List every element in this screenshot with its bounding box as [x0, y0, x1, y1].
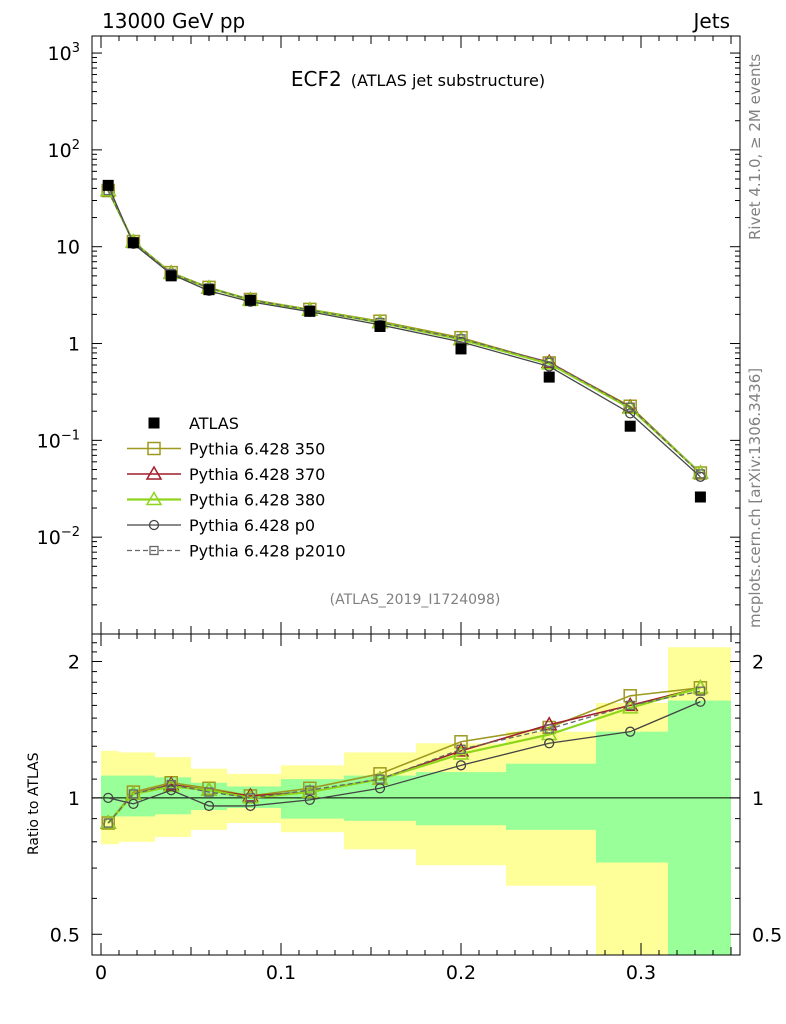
plot-title-sub: (ATLAS jet substructure)	[351, 71, 545, 90]
data-point	[455, 343, 467, 355]
legend-marker	[148, 417, 160, 429]
ratio-point	[695, 696, 706, 707]
legend-marker	[145, 491, 163, 506]
legend-label: Pythia 6.428 350	[189, 440, 325, 459]
ratio-frame	[91, 633, 741, 956]
ratio-point	[128, 798, 139, 810]
ratio-series-layer	[99, 679, 709, 830]
legend-entry: Pythia 6.428 p0	[127, 516, 315, 535]
series-atlas	[102, 179, 706, 503]
ratio-ytick-label-right: 1	[752, 788, 764, 810]
ratio-point	[455, 760, 467, 771]
main-ytick-label: 10	[56, 237, 80, 259]
data-point	[625, 408, 636, 419]
data-point	[456, 334, 466, 344]
band-inner-bin	[596, 731, 668, 863]
ratio-point	[456, 744, 466, 754]
main-ytick-label: 10−1	[37, 428, 80, 452]
legend-label: Pythia 6.428 370	[189, 465, 325, 484]
legend-marker	[147, 441, 161, 456]
ratio-point	[374, 783, 386, 794]
legend-entry: Pythia 6.428 370	[127, 465, 325, 484]
ratio-point	[625, 726, 636, 737]
data-point	[624, 420, 636, 432]
data-point	[695, 469, 706, 479]
ratio-ytick-label-right: 0.5	[752, 924, 782, 946]
ratio-ytick-label: 0.5	[50, 924, 80, 946]
legend-label: Pythia 6.428 p0	[189, 516, 315, 535]
data-point	[165, 270, 177, 282]
ratio-point	[540, 716, 558, 731]
side-text-top: Rivet 4.1.0, ≥ 2M events	[746, 54, 764, 240]
ratio-ytick-label: 1	[68, 788, 80, 810]
main-ytick-label: 102	[48, 138, 80, 162]
plot-title: ECF2 (ATLAS jet substructure)	[291, 67, 545, 91]
legend-label: ATLAS	[189, 414, 239, 433]
legend-marker	[145, 465, 163, 480]
main-ytick-label: 103	[48, 41, 80, 65]
data-point	[625, 402, 635, 412]
ratio-point	[204, 787, 214, 797]
data-point	[203, 284, 215, 296]
ratio-series-pythia-6-428-p2010	[103, 686, 706, 828]
header-right-label: Jets	[692, 9, 730, 33]
band-inner-bin	[416, 772, 506, 826]
data-point	[127, 237, 139, 249]
ratio-line	[107, 686, 701, 824]
ratio-point	[203, 800, 215, 812]
data-point	[544, 357, 554, 367]
header-left-label: 13000 GeV pp	[102, 9, 245, 33]
data-point	[374, 320, 386, 332]
ratio-ytick-label: 2	[68, 651, 80, 673]
data-point	[543, 371, 555, 383]
ratio-line	[107, 686, 701, 824]
plot-title-main: ECF2	[291, 67, 342, 91]
ratio-point	[166, 785, 177, 796]
ratio-xtick-label: 0.1	[266, 962, 296, 984]
legend-entry: Pythia 6.428 380	[127, 491, 325, 510]
legend-entry: Pythia 6.428 350	[127, 440, 325, 459]
data-point	[304, 305, 316, 317]
band-inner-bin	[668, 700, 731, 955]
ratio-point	[103, 792, 114, 804]
legend-label: Pythia 6.428 p2010	[189, 542, 346, 561]
ratio-point	[304, 794, 315, 806]
legend: ATLAS Pythia 6.428 350 Pythia 6.428 370 Pyt…	[127, 414, 346, 561]
ratio-point	[544, 724, 554, 734]
data-point	[694, 491, 706, 503]
legend-marker	[149, 545, 159, 556]
data-point	[244, 294, 256, 306]
main-ytick-label: 1	[68, 334, 80, 356]
ratio-ytick-label-right: 2	[752, 651, 764, 673]
analysis-id: (ATLAS_2019_I1724098)	[330, 592, 501, 608]
ratio-point	[166, 779, 176, 790]
ratio-line	[107, 690, 701, 824]
ratio-point	[305, 785, 315, 795]
ratio-point	[695, 686, 706, 696]
ratio-xtick-label: 0	[95, 962, 107, 984]
ratio-point	[625, 700, 635, 711]
data-point	[102, 179, 114, 191]
band-inner-bin	[506, 763, 596, 830]
legend-label: Pythia 6.428 380	[189, 491, 325, 510]
ratio-point	[375, 774, 385, 784]
side-text-bottom: mcplots.cern.ch [arXiv:1306.3436]	[746, 368, 764, 628]
band-inner-bin	[101, 775, 119, 817]
ratio-series-pythia-6-428-p0	[103, 696, 706, 812]
ratio-xtick-label: 0.3	[626, 962, 656, 984]
legend-entry: ATLAS	[148, 414, 239, 433]
ratio-point	[128, 789, 139, 799]
ratio-xtick-label: 0.2	[446, 962, 476, 984]
legend-entry: Pythia 6.428 p2010	[127, 542, 346, 561]
main-ytick-label: 10−2	[37, 525, 80, 549]
ratio-point	[103, 818, 113, 828]
ratio-point	[245, 793, 256, 803]
main-series-layer	[99, 179, 709, 503]
ratio-line	[108, 701, 701, 807]
ratio-point	[544, 738, 555, 749]
ratio-ylabel: Ratio to ATLAS	[26, 752, 42, 855]
legend-marker	[148, 519, 160, 531]
